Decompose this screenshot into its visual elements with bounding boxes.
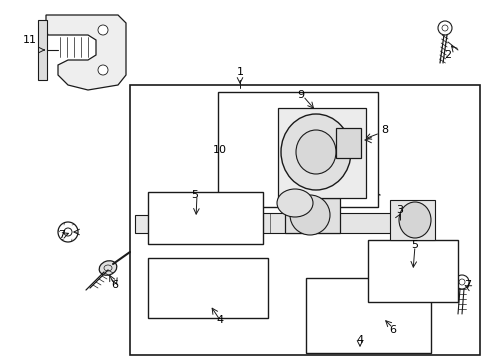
Bar — [148, 192, 263, 244]
Bar — [390, 200, 435, 240]
Bar — [368, 240, 458, 302]
Bar — [285, 198, 340, 233]
Ellipse shape — [248, 153, 258, 163]
Ellipse shape — [375, 268, 381, 274]
Ellipse shape — [370, 263, 386, 279]
Text: 4: 4 — [356, 335, 364, 345]
Ellipse shape — [442, 25, 448, 31]
Ellipse shape — [399, 202, 431, 238]
Polygon shape — [175, 278, 237, 302]
Text: 6: 6 — [390, 325, 396, 335]
Ellipse shape — [440, 262, 454, 280]
Ellipse shape — [98, 25, 108, 35]
Polygon shape — [46, 15, 126, 90]
Ellipse shape — [455, 275, 469, 289]
Ellipse shape — [345, 158, 355, 168]
Ellipse shape — [393, 207, 403, 217]
Bar — [148, 258, 268, 318]
Ellipse shape — [155, 283, 169, 297]
Ellipse shape — [251, 156, 255, 160]
Ellipse shape — [413, 314, 419, 320]
Ellipse shape — [296, 130, 336, 174]
Ellipse shape — [459, 279, 465, 285]
Ellipse shape — [243, 209, 257, 227]
Bar — [135, 215, 245, 233]
Text: 5: 5 — [192, 190, 198, 200]
Text: 11: 11 — [23, 35, 37, 45]
Ellipse shape — [345, 120, 355, 130]
Text: 4: 4 — [217, 315, 223, 325]
Ellipse shape — [58, 222, 78, 242]
Ellipse shape — [242, 282, 254, 298]
Text: 6: 6 — [112, 280, 119, 290]
Ellipse shape — [99, 261, 117, 275]
Ellipse shape — [310, 299, 334, 327]
Bar — [278, 108, 366, 198]
Ellipse shape — [237, 277, 259, 303]
Ellipse shape — [290, 195, 330, 235]
Ellipse shape — [152, 210, 168, 226]
Text: 5: 5 — [412, 240, 418, 250]
Text: 10: 10 — [213, 145, 227, 155]
Text: 2: 2 — [444, 50, 452, 60]
Text: 7: 7 — [58, 230, 66, 240]
Ellipse shape — [98, 65, 108, 75]
Ellipse shape — [159, 287, 165, 293]
Ellipse shape — [315, 304, 329, 322]
Bar — [130, 85, 480, 355]
Text: 3: 3 — [396, 205, 403, 215]
Ellipse shape — [220, 118, 264, 162]
Ellipse shape — [373, 316, 392, 330]
Text: 1: 1 — [237, 67, 244, 77]
Ellipse shape — [311, 100, 321, 110]
Bar — [240, 213, 395, 233]
Ellipse shape — [281, 114, 351, 190]
Ellipse shape — [277, 189, 313, 217]
Ellipse shape — [157, 215, 163, 221]
Ellipse shape — [438, 21, 452, 35]
Ellipse shape — [228, 126, 256, 154]
Bar — [336, 128, 361, 158]
Bar — [306, 278, 431, 353]
Bar — [218, 92, 378, 207]
Polygon shape — [338, 298, 413, 334]
Text: 7: 7 — [465, 280, 471, 290]
Ellipse shape — [64, 228, 72, 236]
Bar — [38, 20, 47, 80]
Ellipse shape — [408, 309, 424, 325]
Text: 9: 9 — [297, 90, 305, 100]
Text: 8: 8 — [381, 125, 389, 135]
